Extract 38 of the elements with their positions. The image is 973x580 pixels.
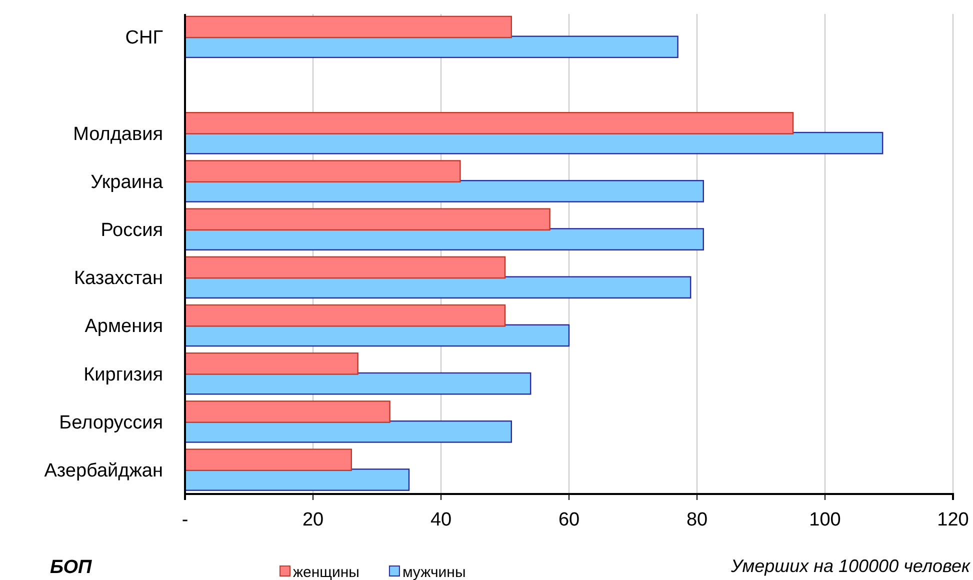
- y-tick-label: Украина: [90, 172, 164, 193]
- bar: [184, 256, 506, 279]
- x-axis-title: Умерших на 100000 человек: [730, 556, 972, 576]
- bar: [184, 324, 570, 347]
- bar: [184, 180, 704, 202]
- x-tick-label: 60: [558, 509, 580, 530]
- bar: [184, 16, 512, 38]
- bar: [184, 352, 358, 375]
- y-tick-label: Молдавия: [73, 124, 163, 145]
- x-tick-label: 100: [809, 509, 841, 530]
- bar: [184, 468, 410, 491]
- bar: [184, 112, 794, 134]
- bar: [184, 448, 352, 472]
- x-tick-label: 40: [430, 509, 452, 530]
- y-tick-label: Азербайджан: [44, 460, 163, 482]
- bar: [184, 228, 704, 250]
- y-tick-label: Казахстан: [74, 268, 163, 290]
- y-tick-label: СНГ: [125, 28, 163, 49]
- bar: [184, 208, 550, 231]
- bar: [184, 304, 506, 327]
- y-tick-label: Армения: [84, 316, 163, 338]
- legend-label: женщины: [293, 564, 360, 580]
- y-tick-label: Белоруссия: [59, 412, 163, 434]
- bar: [184, 36, 678, 58]
- x-tick-label: 80: [686, 509, 708, 530]
- legend-label: мужчины: [402, 564, 466, 580]
- x-tick-label: -: [182, 509, 188, 530]
- x-tick-label: 20: [302, 509, 324, 530]
- bar: [184, 132, 884, 154]
- y-tick-label: Киргизия: [84, 364, 163, 386]
- y-tick-label: Россия: [100, 220, 163, 242]
- bar: [184, 160, 461, 182]
- bar: [184, 372, 532, 395]
- bar: [184, 420, 512, 443]
- bar: [184, 276, 692, 299]
- text: БОП: [50, 557, 92, 578]
- bar: [184, 400, 390, 423]
- x-tick-label: 120: [937, 509, 969, 530]
